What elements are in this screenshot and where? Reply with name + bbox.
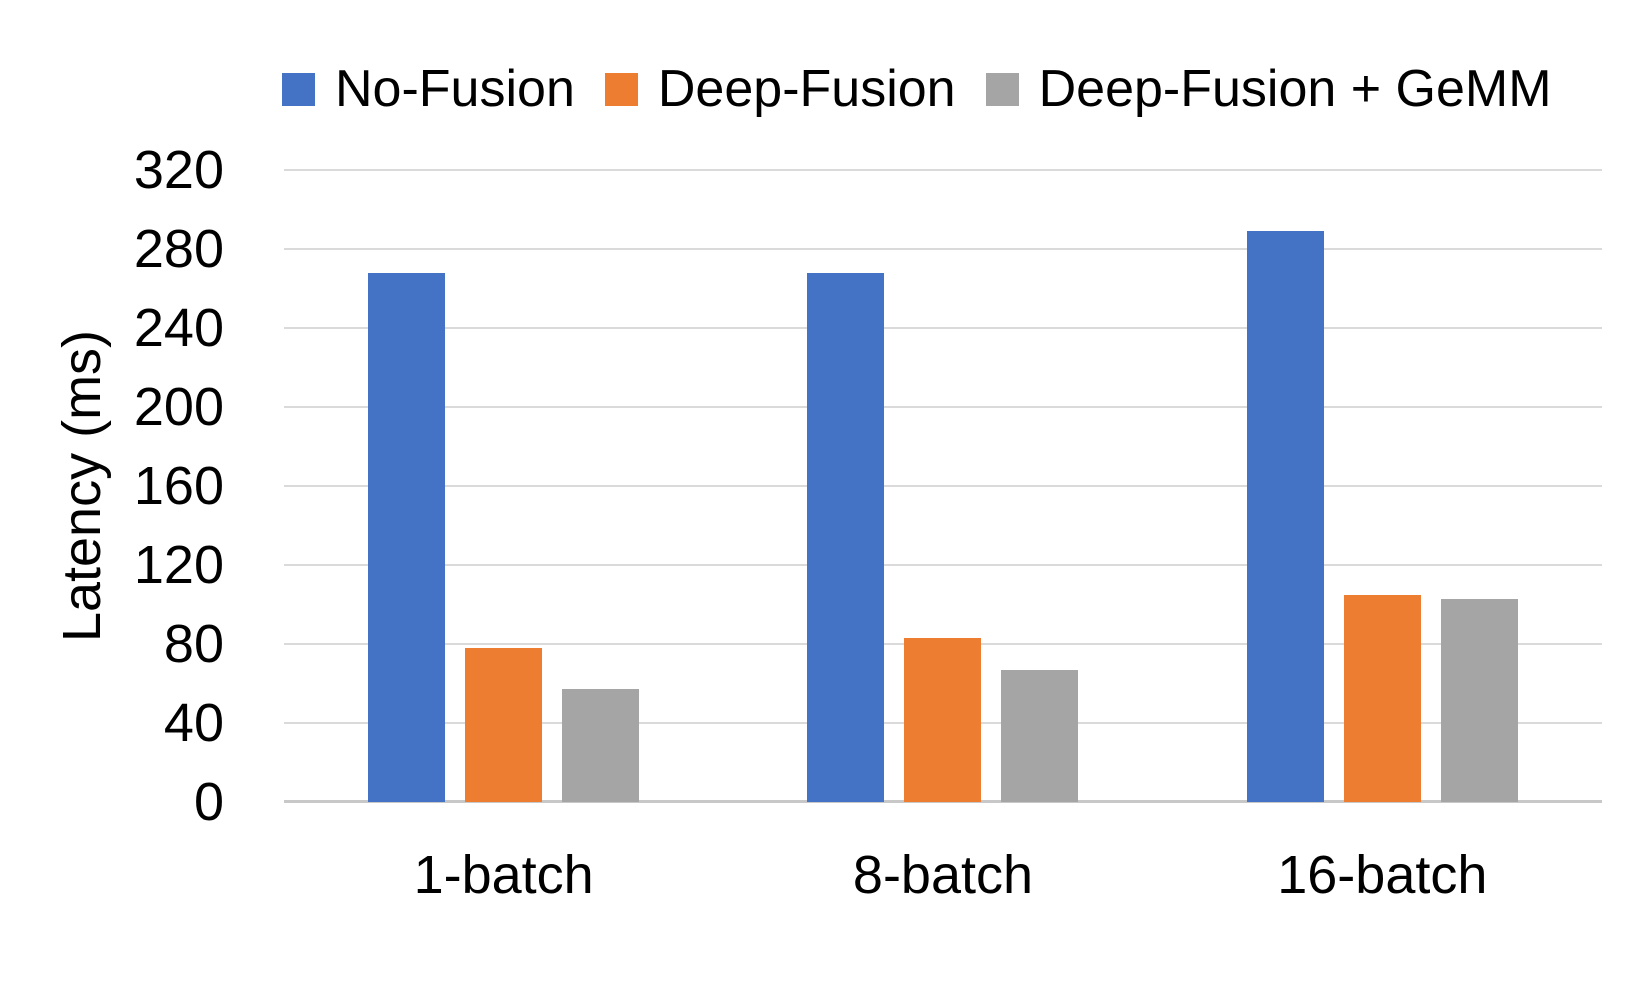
y-tick-label-320: 320 — [133, 140, 224, 200]
bar-deep-fusion-gemm-1-batch — [562, 689, 640, 802]
bar-no-fusion-1-batch — [368, 272, 446, 802]
bar-group-8-batch — [723, 170, 1162, 802]
bar-deep-fusion-gemm-16-batch — [1440, 598, 1518, 802]
y-tick-label-0: 0 — [193, 772, 224, 832]
bar-no-fusion-8-batch — [807, 272, 885, 802]
legend-label-deep-fusion-gemm: Deep-Fusion + GeMM — [1038, 60, 1552, 118]
bar-deep-fusion-gemm-8-batch — [1001, 669, 1079, 802]
legend-item-deep-fusion: Deep-Fusion — [604, 60, 956, 118]
bar-deep-fusion-8-batch — [904, 638, 982, 802]
y-tick-label-200: 200 — [133, 377, 224, 437]
legend-label-no-fusion: No-Fusion — [335, 60, 575, 118]
y-tick-label-280: 280 — [133, 219, 224, 279]
x-category-label-1-batch: 1-batch — [413, 845, 594, 905]
bar-deep-fusion-1-batch — [465, 648, 543, 802]
legend-swatch-icon-deep-fusion-gemm — [985, 72, 1019, 106]
bar-deep-fusion-16-batch — [1343, 594, 1421, 802]
y-tick-label-240: 240 — [133, 298, 224, 358]
gridline-280 — [284, 248, 1602, 250]
legend-swatch-icon-deep-fusion — [604, 72, 638, 106]
gridline-320 — [284, 169, 1602, 171]
bar-group-16-batch — [1163, 170, 1602, 802]
plot-area — [284, 169, 1602, 803]
y-tick-label-160: 160 — [133, 456, 224, 516]
bar-no-fusion-16-batch — [1246, 231, 1324, 802]
x-category-label-8-batch: 8-batch — [852, 845, 1034, 905]
legend-item-no-fusion: No-Fusion — [282, 63, 575, 115]
x-category-label-16-batch: 16-batch — [1277, 845, 1488, 905]
y-tick-label-120: 120 — [133, 535, 224, 595]
bar-group-1-batch — [284, 170, 723, 802]
chart-legend: No-Fusion Deep-Fusion Deep-Fusion + GeMM — [282, 58, 1552, 120]
gridline-160 — [284, 485, 1602, 487]
gridline-240 — [284, 327, 1602, 329]
legend-item-deep-fusion-gemm: Deep-Fusion + GeMM — [985, 60, 1552, 118]
legend-swatch-icon-no-fusion — [282, 72, 315, 106]
legend-label-deep-fusion: Deep-Fusion — [657, 60, 956, 118]
y-tick-label-80: 80 — [163, 614, 224, 674]
gridline-200 — [284, 406, 1602, 408]
y-tick-label-40: 40 — [163, 693, 224, 753]
gridline-120 — [284, 564, 1602, 566]
